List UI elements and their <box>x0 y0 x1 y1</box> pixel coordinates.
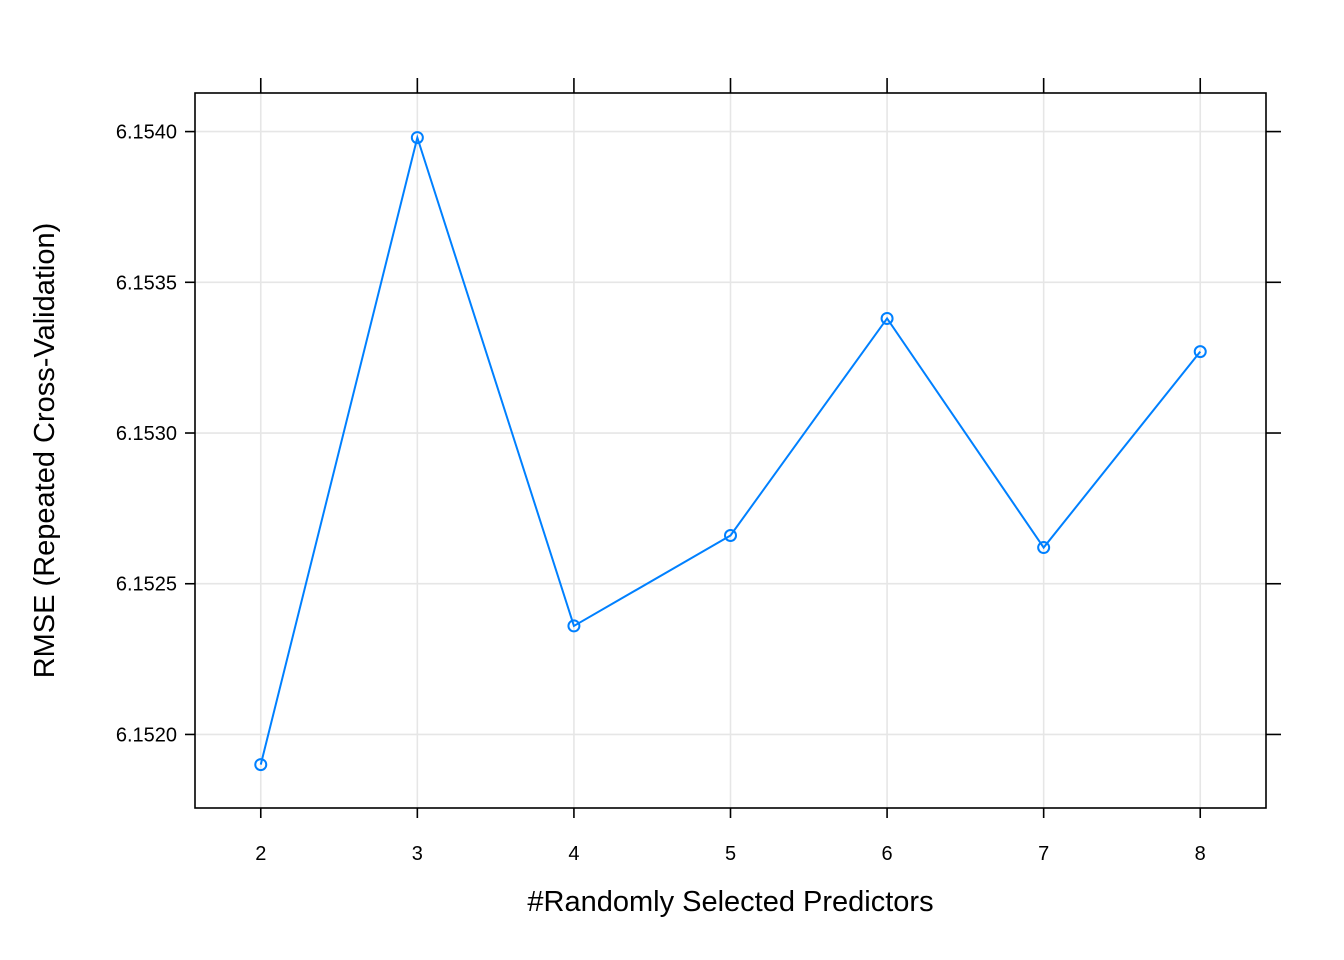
data-point <box>567 619 581 633</box>
data-point <box>410 131 424 145</box>
x-tick-label: 5 <box>725 843 736 865</box>
x-tick-label: 2 <box>255 843 266 865</box>
data-point <box>1037 541 1051 555</box>
data-point <box>1193 345 1207 359</box>
data-point <box>880 311 894 325</box>
y-tick-label: 6.1520 <box>116 724 177 746</box>
x-tick-label: 7 <box>1038 843 1049 865</box>
axis-ticks: 2 3 4 5 6 7 8 6.1520 6.1525 6.1530 6.1535 6.1540 <box>116 78 1281 865</box>
x-tick-label: 6 <box>882 843 893 865</box>
data-point <box>254 758 268 772</box>
x-tick-label: 4 <box>568 843 579 865</box>
x-tick-label: 3 <box>412 843 423 865</box>
x-tick-label: 8 <box>1195 843 1206 865</box>
y-tick-label: 6.1530 <box>116 423 177 445</box>
y-tick-label: 6.1535 <box>116 272 177 294</box>
series-layer <box>254 131 1207 772</box>
y-axis-title: RMSE (Repeated Cross-Validation) <box>29 223 61 679</box>
data-point <box>724 529 737 543</box>
plot-frame <box>194 92 1267 809</box>
series-line <box>259 133 1202 765</box>
x-axis-title: #Randomly Selected Predictors <box>527 886 933 918</box>
y-tick-label: 6.1525 <box>116 574 177 596</box>
grid-lines <box>195 93 1266 808</box>
y-tick-label: 6.1540 <box>116 122 177 144</box>
